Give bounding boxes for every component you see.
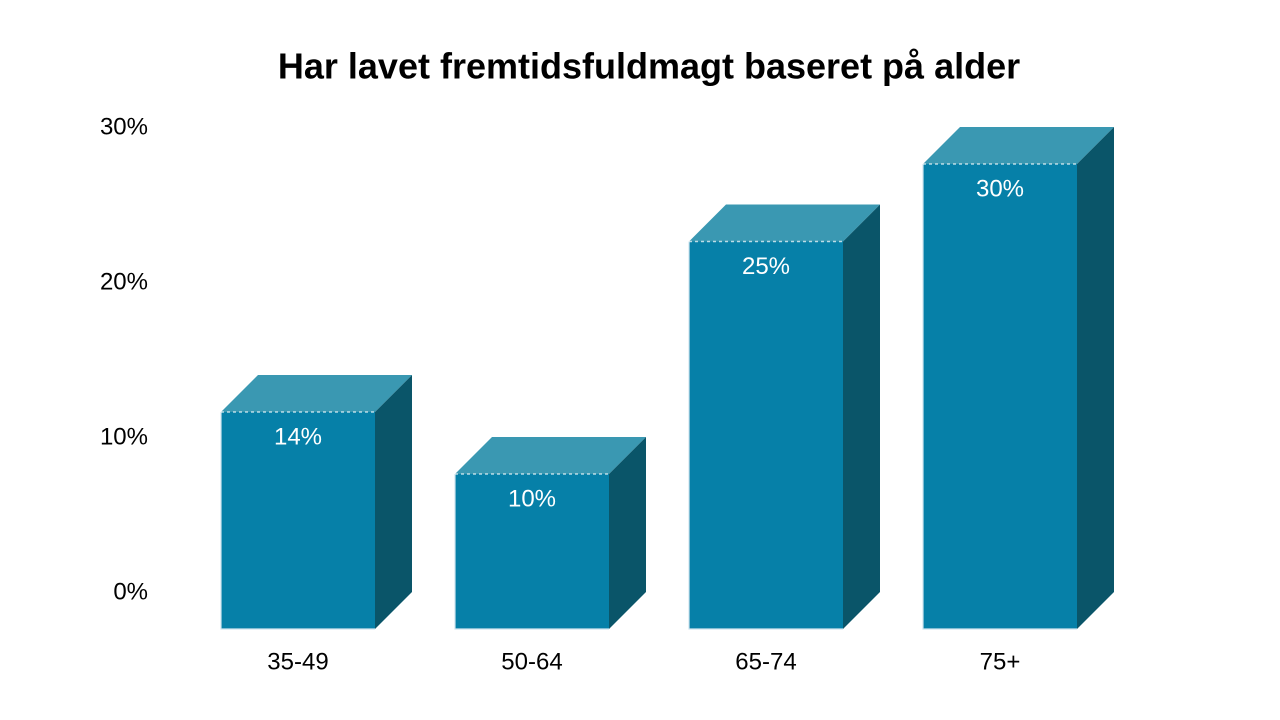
bar-value-label: 10% xyxy=(508,486,556,513)
x-axis-category-label: 75+ xyxy=(980,649,1021,676)
x-axis-category-label: 65-74 xyxy=(735,649,796,676)
y-axis-tick-label: 30% xyxy=(100,114,148,141)
bar-top-face xyxy=(221,375,412,412)
bar-edge-highlight xyxy=(922,164,1077,630)
bar-top-face xyxy=(923,127,1114,164)
bar-value-label: 30% xyxy=(976,176,1024,203)
bar-front-face xyxy=(923,164,1077,629)
bar-side-face xyxy=(375,375,412,629)
bar-side-face xyxy=(609,437,646,629)
x-axis-category-label: 50-64 xyxy=(501,649,562,676)
bars-group: 14% 10% 25% 30% xyxy=(220,127,1114,630)
bar-edge-highlight xyxy=(220,412,375,630)
bar-front-face xyxy=(221,412,375,629)
y-axis-tick-label: 20% xyxy=(100,269,148,296)
bar-top-face xyxy=(689,204,880,242)
bar-group-75+: 30% xyxy=(922,127,1114,630)
bar-side-face xyxy=(843,204,880,629)
bar-value-label: 14% xyxy=(274,424,322,451)
y-axis-tick-label: 10% xyxy=(100,424,148,451)
bar-group-65-74: 25% xyxy=(688,204,880,630)
bar-value-label: 25% xyxy=(742,253,790,280)
bar-top-face xyxy=(455,437,646,474)
x-axis-category-label: 35-49 xyxy=(267,649,328,676)
bar-front-face xyxy=(689,241,843,629)
bar-group-50-64: 10% xyxy=(454,437,646,630)
y-axis: 0% 10% 20% 30% xyxy=(100,114,148,606)
bar-front-face xyxy=(455,474,609,629)
x-axis: 35-49 50-64 65-74 75+ xyxy=(267,649,1020,676)
chart-title: Har lavet fremtidsfuldmagt baseret på al… xyxy=(278,46,1020,87)
bar-side-face xyxy=(1077,127,1114,629)
bar-group-35-49: 14% xyxy=(220,375,412,630)
y-axis-tick-label: 0% xyxy=(113,579,148,606)
bar-edge-highlight xyxy=(688,241,843,630)
bar-edge-highlight xyxy=(454,474,609,630)
